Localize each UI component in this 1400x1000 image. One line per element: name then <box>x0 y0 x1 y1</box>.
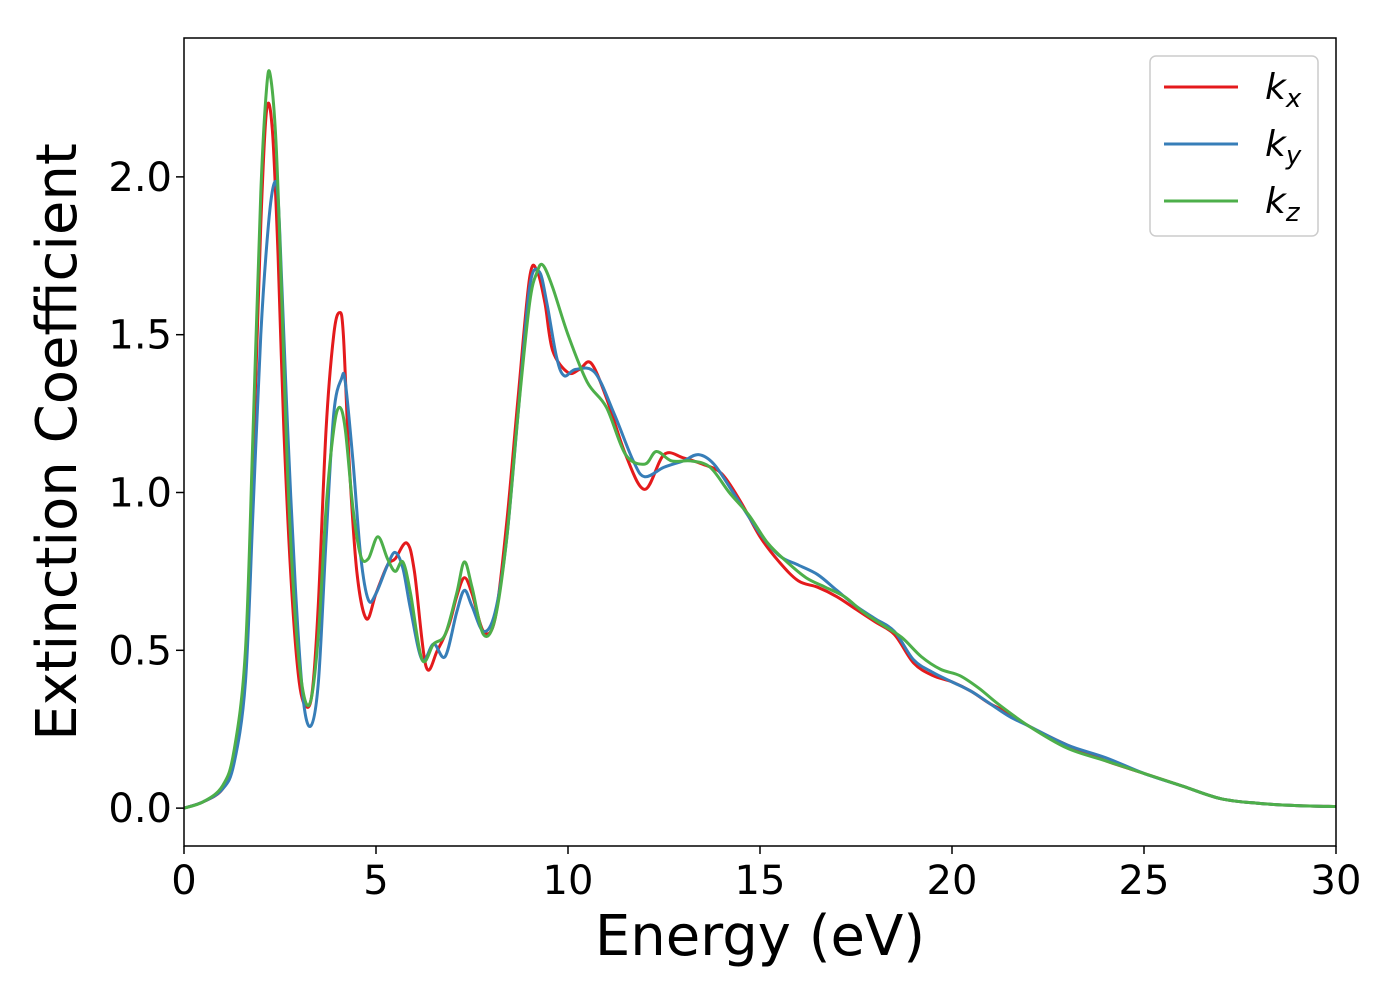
x-tick-label: 10 <box>543 858 594 904</box>
legend-label-main: k <box>1265 124 1288 165</box>
x-tick-label: 5 <box>363 858 388 904</box>
legend-frame <box>1149 55 1319 237</box>
legend-label-main: k <box>1265 67 1288 108</box>
x-tick-label: 15 <box>735 858 786 904</box>
legend-label-x: kx <box>1265 67 1302 114</box>
y-tick-label: 1.0 <box>108 471 172 517</box>
y-tick-label: 1.5 <box>108 313 172 359</box>
legend-label-main: k <box>1265 181 1288 222</box>
legend-label-subscript: y <box>1285 141 1302 171</box>
series-line-y <box>183 179 1337 810</box>
x-axis-title: Energy (eV) <box>595 904 925 969</box>
legend-label-y: ky <box>1265 124 1302 171</box>
y-axis: 0.0 0.5 1.0 1.5 2.0 <box>108 155 184 832</box>
x-tick-label: 0 <box>171 858 196 904</box>
x-tick-label: 25 <box>1119 858 1170 904</box>
series-layer <box>183 69 1337 810</box>
y-tick-label: 0.0 <box>108 786 172 832</box>
x-axis: 0 5 10 15 20 25 30 <box>171 846 1361 904</box>
legend-label-z: kz <box>1265 181 1301 228</box>
y-tick-label: 0.5 <box>108 628 172 674</box>
series-line-z <box>183 69 1337 810</box>
x-tick-label: 20 <box>927 858 978 904</box>
legend-label-subscript: z <box>1285 198 1301 228</box>
y-axis-title: Extinction Coefficient <box>25 143 90 741</box>
x-tick-label: 30 <box>1311 858 1362 904</box>
y-tick-label: 2.0 <box>108 155 172 201</box>
legend-label-subscript: x <box>1285 84 1302 114</box>
